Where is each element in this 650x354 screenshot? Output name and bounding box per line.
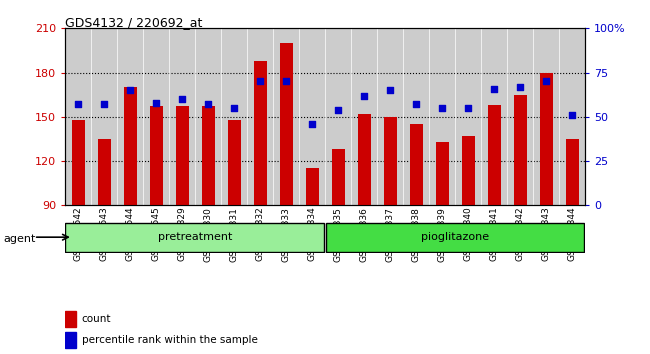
Point (151, 100, 161, 105)
Point (125, 87, 135, 93)
Point (99, 102, 109, 107)
Bar (326, 223, 584, 251)
Text: GDS4132 / 220692_at: GDS4132 / 220692_at (65, 16, 202, 29)
Point (489, 86, 499, 91)
Point (73, 102, 83, 107)
Bar (202, 107, 214, 205)
Text: pioglitazone: pioglitazone (421, 232, 489, 242)
Bar (98, 139, 111, 205)
Text: pretreatment: pretreatment (158, 232, 232, 242)
Point (333, 107, 343, 113)
Bar (540, 73, 552, 205)
Point (463, 105, 473, 111)
Bar (280, 43, 292, 205)
Bar (384, 117, 396, 205)
Point (229, 105, 239, 111)
Bar (65, 311, 77, 327)
Point (541, 79, 551, 84)
Bar (436, 142, 448, 205)
Point (359, 93, 369, 98)
Bar (150, 107, 162, 205)
Bar (65, 332, 77, 348)
Bar (566, 139, 578, 205)
Point (281, 79, 291, 84)
Text: count: count (82, 314, 111, 324)
Point (255, 79, 265, 84)
Bar (332, 149, 344, 205)
Bar (65, 223, 324, 251)
Bar (124, 87, 136, 205)
Point (385, 87, 395, 93)
Bar (514, 95, 526, 205)
Point (307, 121, 317, 127)
Bar (462, 136, 474, 205)
Bar (306, 169, 318, 205)
Bar (410, 124, 422, 205)
Text: percentile rank within the sample: percentile rank within the sample (82, 335, 257, 345)
Bar (72, 120, 84, 205)
Point (177, 96, 187, 102)
Bar (488, 105, 500, 205)
Point (567, 112, 577, 118)
Point (203, 102, 213, 107)
Point (411, 102, 421, 107)
Point (437, 105, 447, 111)
Bar (358, 114, 370, 205)
Bar (227, 120, 240, 205)
Text: agent: agent (3, 234, 36, 244)
Point (515, 84, 525, 90)
Bar (254, 61, 266, 205)
Bar (176, 107, 188, 205)
